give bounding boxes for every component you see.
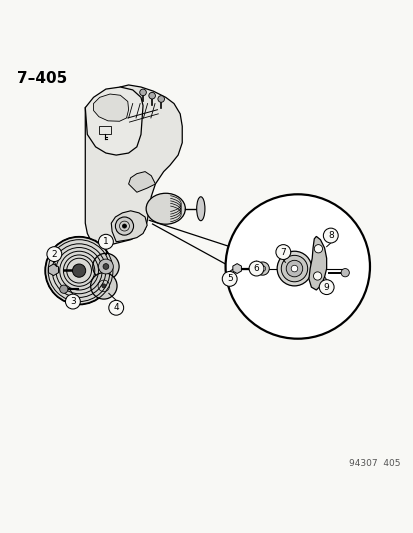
- Circle shape: [98, 259, 113, 274]
- Circle shape: [73, 265, 83, 274]
- Text: 9: 9: [323, 282, 329, 292]
- Polygon shape: [111, 211, 147, 242]
- Circle shape: [93, 253, 119, 280]
- Circle shape: [148, 92, 155, 99]
- Circle shape: [276, 251, 311, 286]
- Circle shape: [103, 264, 109, 269]
- Polygon shape: [232, 264, 241, 273]
- Polygon shape: [93, 94, 128, 122]
- Circle shape: [290, 265, 297, 272]
- Circle shape: [340, 269, 349, 277]
- Circle shape: [318, 280, 333, 295]
- Circle shape: [45, 237, 113, 304]
- Text: 6: 6: [253, 264, 259, 273]
- Circle shape: [225, 195, 369, 338]
- Circle shape: [65, 294, 80, 309]
- Text: 94307  405: 94307 405: [349, 459, 400, 468]
- Circle shape: [249, 261, 263, 276]
- Circle shape: [313, 272, 321, 280]
- Circle shape: [256, 262, 268, 275]
- Circle shape: [122, 224, 126, 228]
- Circle shape: [285, 260, 302, 277]
- Circle shape: [102, 284, 106, 288]
- Circle shape: [313, 245, 322, 253]
- Circle shape: [275, 245, 290, 260]
- Circle shape: [109, 300, 123, 315]
- Circle shape: [47, 247, 62, 262]
- Polygon shape: [85, 85, 182, 247]
- Polygon shape: [85, 87, 143, 155]
- Polygon shape: [308, 236, 326, 290]
- Circle shape: [59, 285, 68, 293]
- Polygon shape: [48, 264, 58, 276]
- Circle shape: [90, 273, 117, 299]
- Circle shape: [98, 235, 113, 249]
- Circle shape: [323, 228, 337, 243]
- Polygon shape: [128, 172, 155, 192]
- Text: 8: 8: [327, 231, 333, 240]
- Circle shape: [259, 265, 265, 271]
- Ellipse shape: [196, 197, 204, 221]
- Text: 5: 5: [226, 274, 232, 284]
- Circle shape: [140, 89, 146, 96]
- Text: 1: 1: [103, 237, 109, 246]
- Text: 2: 2: [51, 249, 57, 259]
- Circle shape: [280, 255, 307, 282]
- Circle shape: [222, 271, 237, 286]
- Ellipse shape: [146, 193, 185, 224]
- Circle shape: [157, 96, 164, 102]
- Text: 7–405: 7–405: [17, 70, 67, 85]
- Text: 7: 7: [280, 247, 285, 256]
- Text: 3: 3: [70, 297, 76, 306]
- Text: 4: 4: [113, 303, 119, 312]
- Circle shape: [115, 217, 133, 235]
- Bar: [99, 126, 111, 134]
- Circle shape: [72, 264, 85, 277]
